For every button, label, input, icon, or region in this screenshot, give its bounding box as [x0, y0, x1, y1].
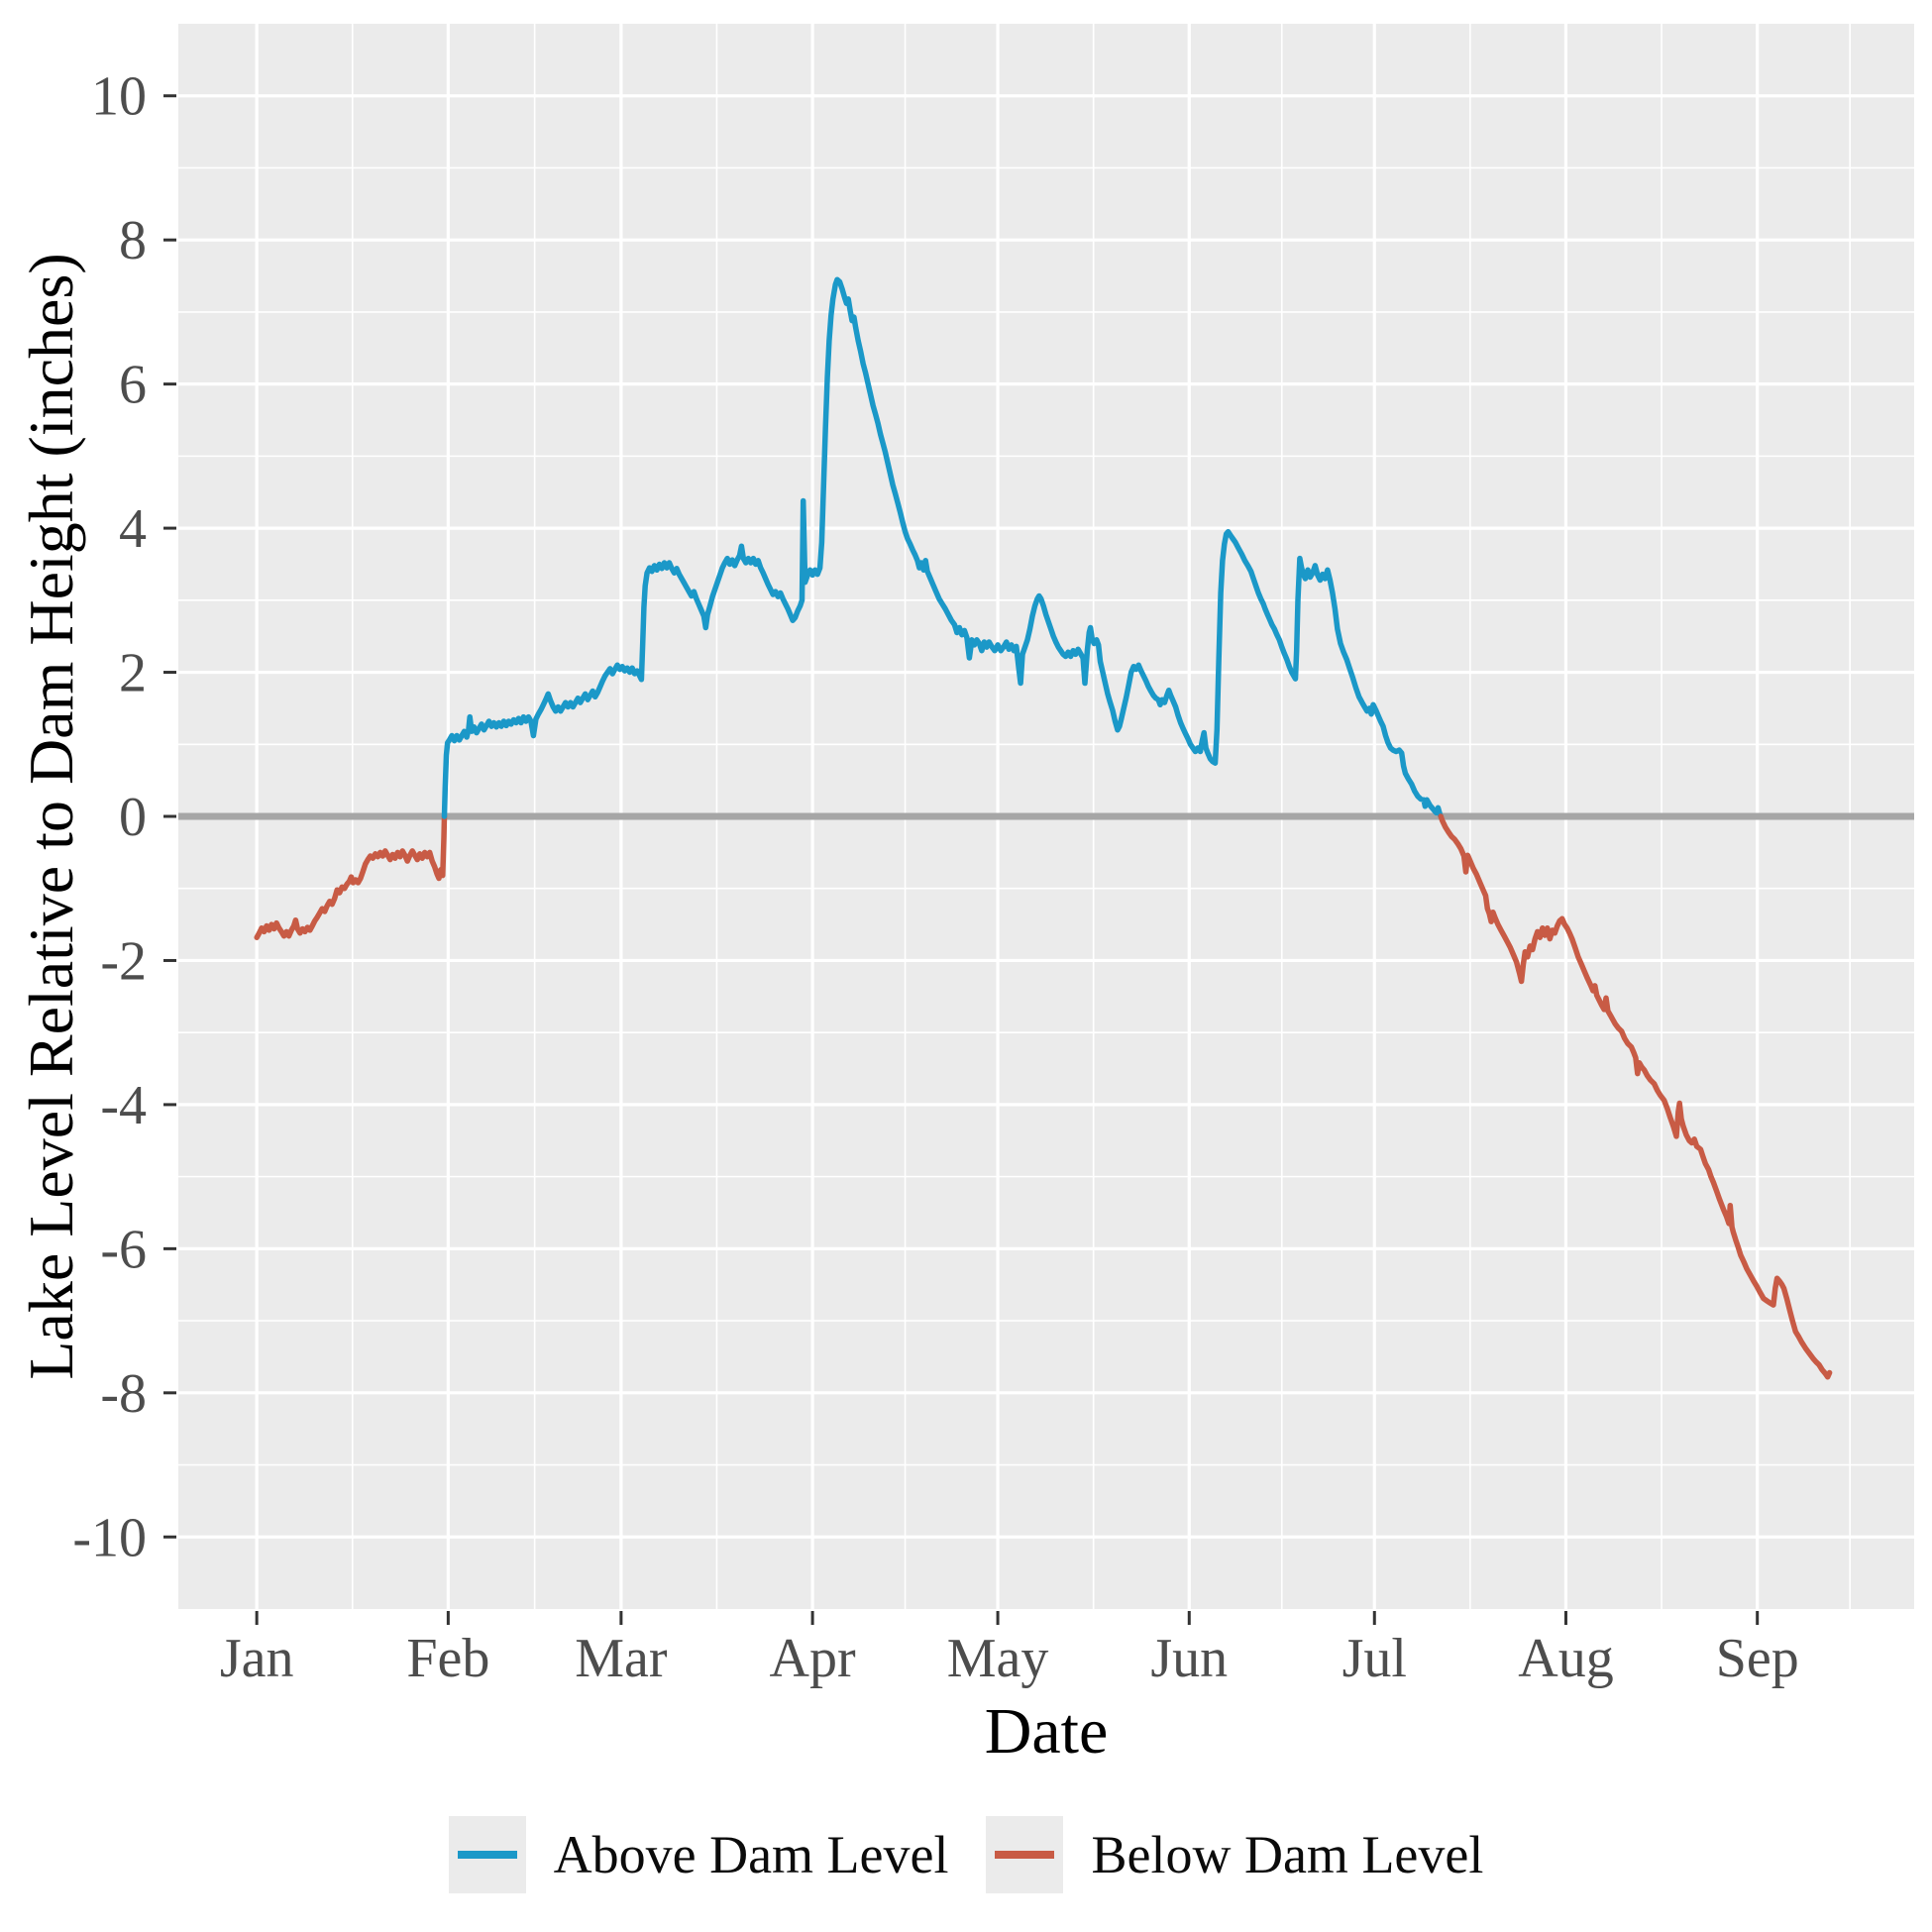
- lake-level-series: [254, 276, 1833, 1380]
- x-tick-label: May: [947, 1628, 1049, 1689]
- legend-key-below-dam: [986, 1816, 1064, 1893]
- major-gridlines: [178, 24, 1914, 1609]
- series-below-dam-level: [254, 813, 448, 940]
- y-axis-tick-labels: 10 8 6 4 2 0 -2 -4 -6 -8 -10: [72, 66, 147, 1569]
- axis-tick-marks: [163, 94, 1760, 1625]
- y-tick-label: -10: [72, 1507, 147, 1568]
- x-tick-label: Sep: [1716, 1628, 1799, 1689]
- series-below-dam-level: [1438, 813, 1833, 1380]
- x-tick-label: Feb: [406, 1628, 489, 1689]
- y-tick-label: 0: [119, 787, 147, 848]
- legend-key-above-dam: [448, 1816, 526, 1893]
- y-tick-label: -2: [100, 930, 147, 992]
- y-tick-label: 6: [119, 355, 147, 416]
- y-tick-label: 2: [119, 643, 147, 704]
- y-tick-label: -4: [100, 1075, 147, 1136]
- series-above-dam-level: [441, 276, 1444, 819]
- above-dam-line-swatch-icon: [457, 1851, 517, 1859]
- legend: Above Dam Level Below Dam Level: [0, 1816, 1932, 1893]
- legend-label-above-dam: Above Dam Level: [553, 1825, 949, 1884]
- y-tick-label: 10: [91, 66, 147, 128]
- x-axis-title: Date: [984, 1695, 1109, 1768]
- below-dam-line-swatch-icon: [995, 1851, 1055, 1859]
- x-tick-label: Apr: [770, 1628, 856, 1689]
- x-tick-label: Jun: [1150, 1628, 1228, 1689]
- x-tick-label: Jul: [1342, 1628, 1407, 1689]
- x-axis-tick-labels: Jan Feb Mar Apr May Jun Jul Aug Sep: [220, 1628, 1799, 1689]
- x-tick-label: Mar: [575, 1628, 668, 1689]
- x-tick-label: Aug: [1518, 1628, 1613, 1689]
- x-tick-label: Jan: [220, 1628, 294, 1689]
- y-tick-label: -8: [100, 1363, 147, 1425]
- y-tick-label: -6: [100, 1219, 147, 1280]
- y-axis-title: Lake Level Relative to Dam Height (inche…: [16, 253, 86, 1380]
- legend-item-above-dam: Above Dam Level: [448, 1816, 949, 1893]
- legend-label-below-dam: Below Dam Level: [1091, 1825, 1484, 1884]
- legend-item-below-dam: Below Dam Level: [986, 1816, 1483, 1893]
- y-tick-label: 8: [119, 210, 147, 271]
- y-tick-label: 4: [119, 498, 147, 560]
